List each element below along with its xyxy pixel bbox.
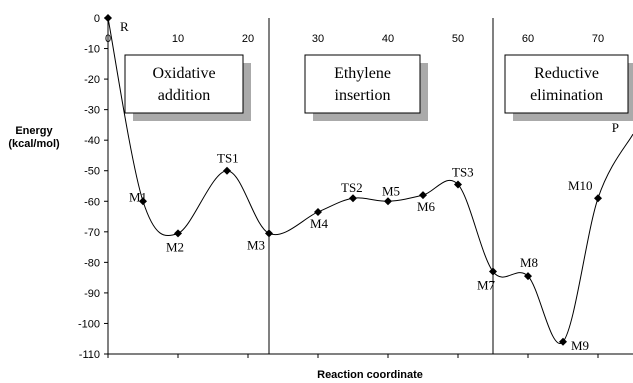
x-tick-label: 40 [382,33,394,45]
labels-layer: R M1 M2 TS1 M3 M4 TS2 M5 M6 TS3 M7 M8 M9 M10 P [120,19,619,353]
point-label: M10 [568,178,593,193]
point-marker [419,191,427,200]
region-label: Reductive [534,65,599,82]
x-tick-label: 0 [105,33,111,45]
y-tick-label: -90 [84,288,100,300]
series-layer [104,14,633,346]
y-tick-label: -50 [84,166,100,178]
y-tick-label: -100 [78,318,100,330]
y-tick-label: -30 [84,105,100,117]
y-tick-label: -20 [84,74,100,86]
point-label: P [612,120,619,135]
point-label: M2 [166,239,184,254]
point-label: M5 [382,183,400,198]
y-tick-label: -110 [79,349,100,361]
y-tick-label: -70 [84,227,100,239]
y-tick-label: -60 [84,196,100,208]
y-axis-title-line-1: Energy [15,125,53,137]
point-label: TS2 [341,180,363,195]
point-marker [223,166,231,175]
point-marker [139,197,147,206]
ticks-layer: 0 -10 -20 -30 -40 -50 -60 -70 -80 -90 -100 -110 0 10 2… [78,13,633,361]
point-marker [104,14,112,22]
region-label: elimination [530,87,603,104]
y-axis-title-line-2: (kcal/mol) [8,138,60,150]
point-marker [174,229,182,238]
point-marker [349,194,357,203]
point-label: M8 [520,255,538,270]
point-label: M3 [247,237,265,252]
point-label: M4 [310,216,329,231]
point-label: R [120,19,129,34]
x-tick-label: 10 [172,33,184,45]
y-tick-label: 0 [94,13,100,25]
regions-layer: Oxidative addition Ethylene insertion Reduct… [124,18,633,354]
point-marker [265,229,273,238]
point-marker [314,207,322,216]
region-label: insertion [335,87,391,104]
point-label: M9 [571,338,589,353]
x-tick-label: 30 [312,33,324,45]
x-tick-label: 20 [242,33,254,45]
region-label: addition [158,87,210,104]
region-label: Oxidative [152,65,215,82]
region-box [124,54,244,114]
point-marker [384,197,392,206]
y-tick-label: -80 [84,257,100,269]
point-label: TS1 [217,151,239,166]
x-tick-label: 70 [592,33,604,45]
y-tick-label: -40 [84,135,100,147]
point-label: M6 [417,199,436,214]
y-tick-label: -10 [84,44,100,56]
point-label: TS3 [452,164,474,179]
point-marker [559,337,567,346]
point-marker [454,180,462,189]
region-box [504,54,629,114]
region-label: Ethylene [334,65,391,82]
point-marker [489,267,497,276]
region-box [304,54,421,114]
point-marker [594,194,602,203]
point-label: M7 [477,278,496,293]
x-axis-title: Reaction coordinate [317,369,423,381]
x-tick-label: 60 [522,33,534,45]
x-tick-label: 50 [452,33,464,45]
point-label: M1 [129,189,147,204]
point-marker [524,272,532,281]
